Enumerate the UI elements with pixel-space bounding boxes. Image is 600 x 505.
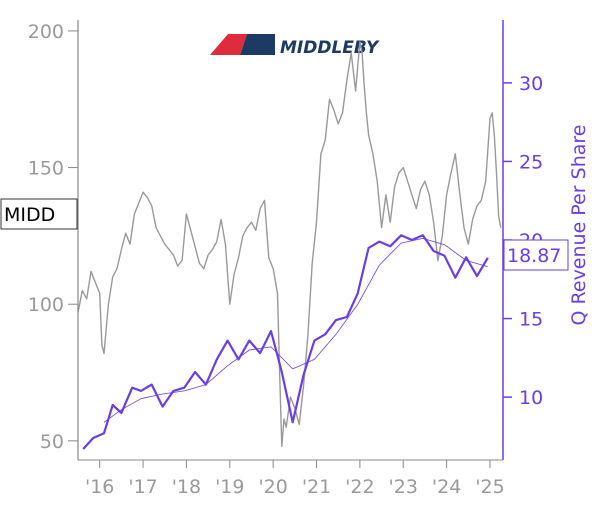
y-right-tick-label: 25 bbox=[519, 151, 543, 173]
x-tick-label: '24 bbox=[432, 476, 461, 498]
ticker-label: MIDD bbox=[4, 204, 55, 226]
revenue-layer bbox=[82, 234, 489, 450]
x-tick-label: '25 bbox=[475, 476, 504, 498]
axes-layer bbox=[77, 20, 504, 461]
x-tick-label: '22 bbox=[345, 476, 374, 498]
price-line bbox=[77, 41, 502, 447]
y-left-tick-label: 200 bbox=[28, 21, 64, 43]
y-right-tick-label: 30 bbox=[519, 73, 543, 95]
logo-red-swatch bbox=[210, 34, 247, 55]
price-layer bbox=[77, 41, 502, 447]
last-value-frame bbox=[503, 239, 569, 271]
logo-navy-swatch bbox=[240, 34, 275, 55]
revenue_avg-line bbox=[103, 238, 488, 423]
y-axis-label-right: Q Revenue Per Share bbox=[568, 125, 590, 326]
x-tick-label: '16 bbox=[85, 476, 114, 498]
ticker-box: MIDD bbox=[0, 198, 78, 230]
last-value-label: 18.87 bbox=[507, 245, 561, 267]
revenue-line bbox=[82, 234, 489, 450]
y-left-tick-label: 100 bbox=[28, 294, 64, 316]
x-tick-label: '18 bbox=[172, 476, 201, 498]
y-right-tick-label: 15 bbox=[519, 309, 543, 331]
x-tick-label: '20 bbox=[258, 476, 287, 498]
x-tick-label: '21 bbox=[302, 476, 331, 498]
y-left-tick-label: 150 bbox=[28, 158, 64, 180]
x-tick-label: '17 bbox=[128, 476, 157, 498]
y-right-tick-label: 10 bbox=[519, 387, 543, 409]
last-value-box: 18.87 bbox=[503, 239, 569, 271]
x-tick-label: '23 bbox=[389, 476, 418, 498]
logo-text: MIDDLEBY bbox=[280, 38, 380, 58]
x-tick-label: '19 bbox=[215, 476, 244, 498]
y-left-tick-label: 50 bbox=[40, 431, 64, 453]
middleby-logo: MIDDLEBY bbox=[210, 34, 380, 58]
ticker-box-frame bbox=[0, 198, 78, 230]
